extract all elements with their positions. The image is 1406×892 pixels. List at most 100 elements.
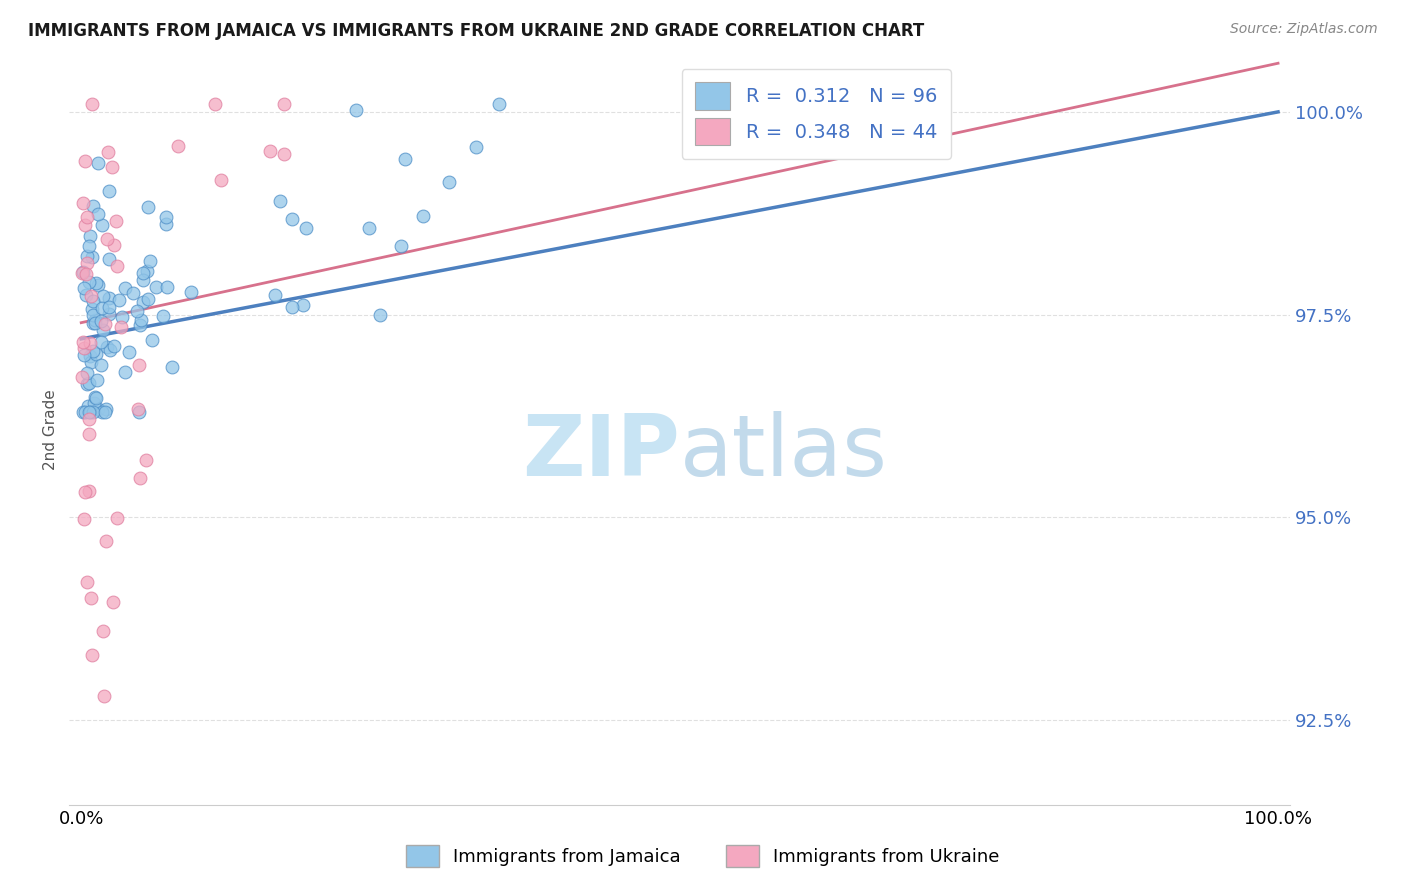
Point (180, 285, 202, 299)
Point (394, 153, 416, 167)
Point (96, 232, 118, 246)
Point (204, 96, 226, 111)
Point (83, 396, 105, 410)
Point (155, 217, 177, 231)
Point (94, 402, 117, 417)
Point (76, 376, 98, 391)
Point (281, 212, 304, 227)
Point (80, 648, 103, 662)
Point (75, 405, 97, 419)
Point (105, 259, 128, 273)
Point (264, 288, 287, 302)
Point (101, 160, 124, 174)
Point (72, 370, 94, 384)
Legend: Immigrants from Jamaica, Immigrants from Ukraine: Immigrants from Jamaica, Immigrants from… (398, 836, 1008, 876)
Point (98, 252, 121, 266)
Point (128, 358, 150, 372)
Point (76, 366, 98, 380)
Point (72, 334, 94, 349)
Point (75, 484, 97, 499)
Point (209, 172, 232, 186)
Point (118, 344, 141, 359)
Point (93, 689, 115, 703)
Point (72, 196, 94, 211)
Point (128, 405, 150, 419)
Point (75, 267, 97, 281)
Point (111, 310, 134, 325)
Point (77, 484, 100, 499)
Point (86, 374, 108, 388)
Point (93, 624, 115, 638)
Point (90, 301, 112, 316)
Point (141, 333, 163, 347)
Point (80, 251, 103, 265)
Point (86, 155, 108, 169)
Point (86, 277, 108, 292)
Point (79, 349, 101, 363)
Point (132, 267, 155, 281)
Point (72, 405, 94, 419)
Point (105, 510, 128, 524)
Point (84, 277, 107, 291)
Point (259, 144, 281, 158)
Point (370, 308, 392, 322)
Point (464, 139, 486, 153)
Point (127, 304, 149, 318)
Point (90, 405, 112, 419)
Point (75, 288, 97, 302)
Point (72, 266, 94, 280)
Point (127, 401, 149, 416)
Point (105, 214, 128, 228)
Point (82, 308, 104, 322)
Point (488, 96, 510, 111)
Point (94, 533, 117, 548)
Point (98, 300, 121, 314)
Point (281, 300, 304, 314)
Point (82, 316, 104, 330)
Point (145, 280, 167, 294)
Point (76, 575, 98, 590)
Point (72, 265, 94, 279)
Point (91, 218, 114, 232)
Point (79, 591, 101, 606)
Point (389, 238, 412, 252)
Point (77, 412, 100, 426)
Point (103, 594, 125, 608)
Y-axis label: 2nd Grade: 2nd Grade (44, 390, 58, 470)
Point (87, 402, 110, 417)
Point (79, 275, 101, 289)
Point (75, 153, 97, 168)
Point (273, 96, 295, 111)
Point (84, 391, 107, 405)
Point (90, 334, 112, 349)
Point (90, 358, 112, 372)
Point (84, 346, 107, 360)
Point (93, 405, 115, 419)
Point (79, 229, 101, 244)
Point (80, 355, 103, 369)
Point (91, 289, 114, 303)
Point (437, 175, 460, 189)
Point (73, 348, 96, 362)
Point (84, 313, 107, 327)
Point (82, 344, 104, 359)
Point (82, 199, 104, 213)
Point (294, 220, 316, 235)
Point (73, 512, 96, 526)
Text: ZIP: ZIP (522, 411, 679, 494)
Point (76, 249, 98, 263)
Point (114, 365, 136, 379)
Point (269, 194, 291, 209)
Point (80, 289, 103, 303)
Point (77, 399, 100, 413)
Point (79, 405, 101, 419)
Point (122, 285, 145, 300)
Point (73, 281, 96, 295)
Point (84, 390, 107, 404)
Point (136, 200, 159, 214)
Point (357, 221, 380, 235)
Point (132, 294, 155, 309)
Point (98, 307, 121, 321)
Point (96, 340, 118, 354)
Point (82, 96, 104, 111)
